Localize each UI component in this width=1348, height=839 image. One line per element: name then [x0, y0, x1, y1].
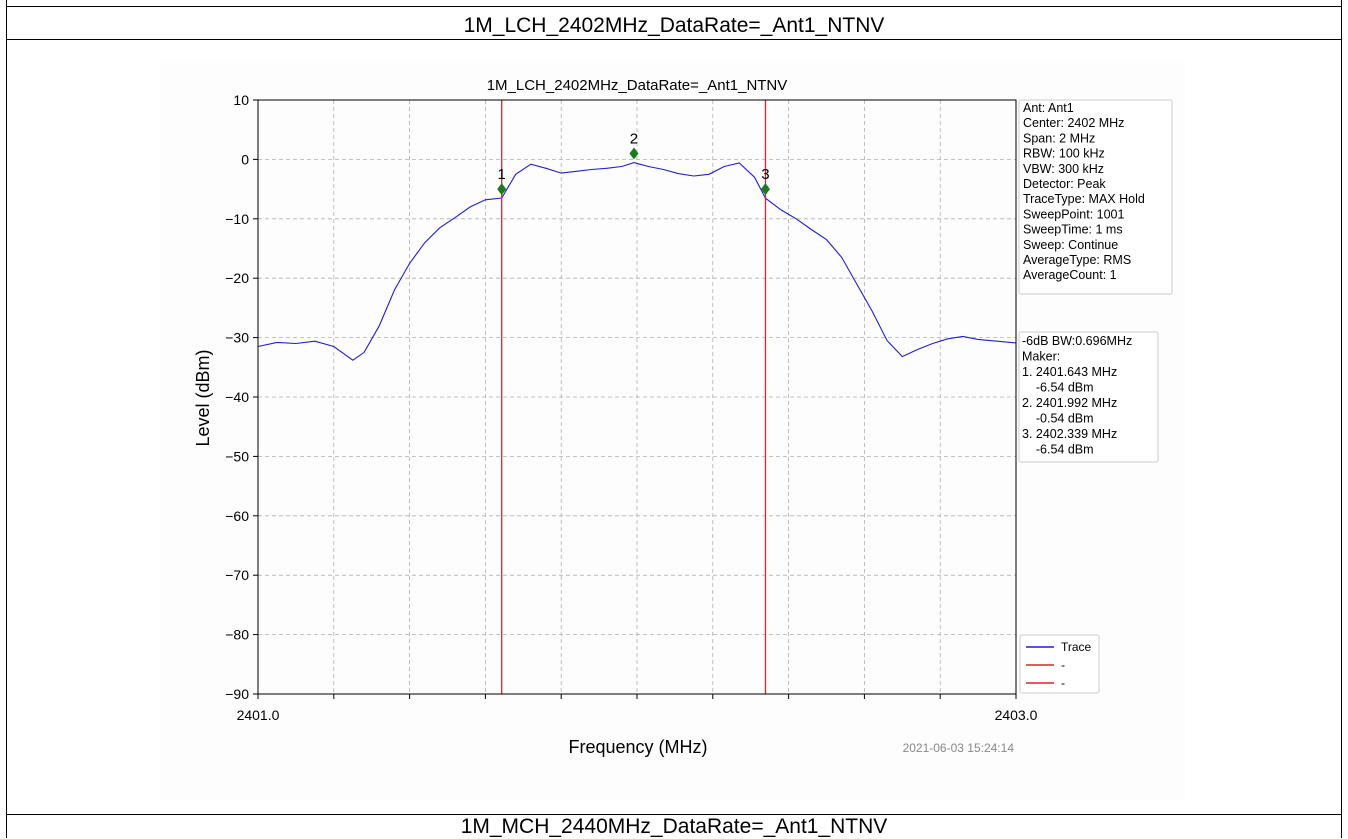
legend: Trace - -	[1019, 634, 1100, 694]
chart-title: 1M_LCH_2402MHz_DataRate=_Ant1_NTNV	[487, 77, 788, 94]
x-tick-label: 2401.0	[237, 707, 280, 723]
marker-point	[760, 183, 770, 196]
marker-readout-line: 1. 2401.643 MHz	[1022, 365, 1117, 379]
marker-point	[629, 147, 639, 160]
settings-box-frame	[1018, 99, 1173, 295]
marker-box: -6dB BW:0.696MHz Maker:1. 2401.643 MHz -6…	[1018, 331, 1159, 463]
settings-line: VBW: 300 kHz	[1023, 162, 1104, 176]
x-tick-label: 2403.0	[995, 707, 1038, 723]
marker-readout-line: -6.54 dBm	[1022, 443, 1094, 457]
y-tick-label: −50	[225, 448, 249, 464]
settings-line: TraceType: MAX Hold	[1023, 192, 1145, 206]
y-tick-label: −80	[225, 627, 249, 643]
figure-background	[160, 60, 1185, 800]
settings-line: Center: 2402 MHz	[1023, 116, 1124, 130]
grid	[258, 100, 1016, 694]
marker-readout-line: -6dB BW:0.696MHz	[1022, 334, 1132, 348]
y-tick-label: −20	[225, 270, 249, 286]
marker-readout-line: 3. 2402.339 MHz	[1022, 427, 1117, 441]
y-tick-label: −10	[225, 211, 249, 227]
y-tick-label: −70	[225, 567, 249, 583]
y-tick-label: −40	[225, 389, 249, 405]
trace-line	[257, 162, 1017, 361]
marker-label: 1	[498, 166, 506, 183]
axis-ticks: 10 0 −10 −20 −30 −40 −50 −60 −70 −80 −90 2401.0 2403…	[225, 92, 1037, 723]
settings-line: Span: 2 MHz	[1023, 131, 1095, 145]
settings-line: AverageCount: 1	[1023, 268, 1117, 282]
table-footer-divider	[6, 814, 1342, 815]
y-axis-label: Level (dBm)	[193, 349, 213, 446]
table-top-border	[6, 6, 1342, 7]
marker-lines: -6dB BW:0.696MHz Maker:1. 2401.643 MHz -6…	[1022, 334, 1132, 457]
legend-items: Trace - -	[1026, 640, 1092, 690]
timestamp: 2021-06-03 15:24:14	[903, 741, 1015, 755]
marker-readout-line: -6.54 dBm	[1022, 381, 1094, 395]
y-tick-label: −90	[225, 686, 249, 702]
y-tick-label: −30	[225, 330, 249, 346]
x-axis-label: Frequency (MHz)	[568, 737, 707, 757]
table-header-divider	[6, 39, 1342, 40]
y-tick-label: −60	[225, 508, 249, 524]
marker-label: 2	[630, 130, 638, 147]
settings-line: Detector: Peak	[1023, 177, 1106, 191]
settings-line: AverageType: RMS	[1023, 253, 1131, 267]
marker-box-frame	[1018, 331, 1159, 463]
table-next-title: 1M_MCH_2440MHz_DataRate=_Ant1_NTNV	[460, 815, 888, 838]
marker-readout-line: -0.54 dBm	[1022, 412, 1094, 426]
marker-label: 3	[761, 166, 769, 183]
marker-readout-line: 2. 2401.992 MHz	[1022, 396, 1117, 410]
y-tick-label: 0	[241, 151, 249, 167]
legend-frame	[1019, 634, 1100, 694]
legend-label: Trace	[1061, 640, 1092, 654]
plot-area: 1 2 3	[257, 100, 1017, 694]
table-header-title: 1M_LCH_2402MHz_DataRate=_Ant1_NTNV	[463, 14, 885, 37]
marker-point	[497, 183, 507, 196]
settings-line: SweepPoint: 1001	[1023, 207, 1125, 221]
settings-line: Ant: Ant1	[1023, 101, 1074, 115]
settings-line: SweepTime: 1 ms	[1023, 223, 1123, 237]
settings-line: RBW: 100 kHz	[1023, 147, 1105, 161]
marker-readout-line: Maker:	[1022, 350, 1060, 364]
table-left-border	[6, 0, 7, 838]
legend-label: -	[1061, 676, 1065, 690]
y-tick-label: 10	[233, 92, 249, 108]
settings-line: Sweep: Continue	[1023, 238, 1118, 252]
table-right-border	[1341, 0, 1342, 838]
legend-label: -	[1061, 658, 1065, 672]
